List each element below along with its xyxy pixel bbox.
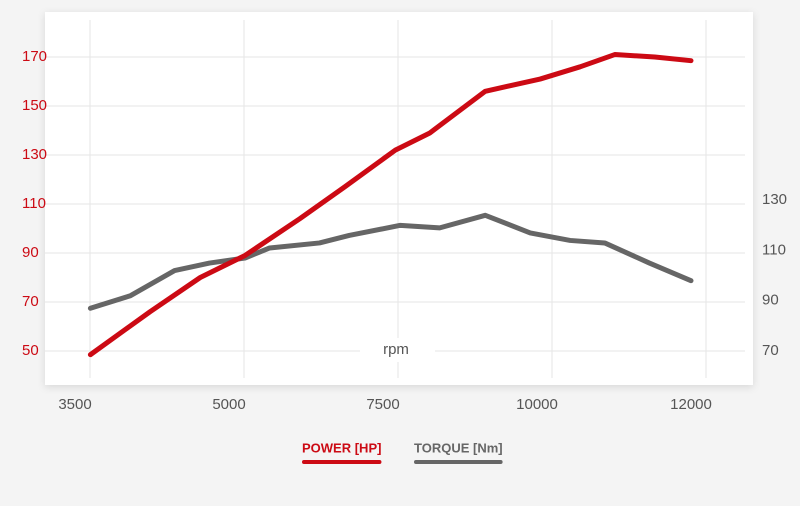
x-tick-label: 7500 — [366, 396, 399, 413]
series-line — [87, 52, 694, 358]
legend-swatch — [302, 460, 382, 464]
y2-tick-label: 70 — [762, 342, 779, 359]
y-tick-label: 110 — [22, 195, 46, 212]
y-tick-label: 170 — [22, 48, 47, 65]
y-tick-label: 50 — [22, 342, 39, 359]
y2-tick-label: 90 — [762, 292, 779, 309]
x-tick-label: 3500 — [58, 396, 91, 413]
x-label-bg — [360, 338, 435, 362]
y2-tick-label: 130 — [762, 191, 787, 208]
x-tick-label: 12000 — [670, 396, 712, 413]
x-axis-label: rpm — [383, 341, 409, 358]
y-tick-label: 150 — [22, 97, 47, 114]
series-line — [87, 212, 694, 311]
legend-label: POWER [HP] — [302, 440, 381, 455]
y-tick-label: 90 — [22, 244, 39, 261]
x-tick-label: 5000 — [212, 396, 245, 413]
y-tick-label: 70 — [22, 293, 39, 310]
legend-swatch — [414, 460, 503, 464]
x-tick-label: 10000 — [516, 396, 558, 413]
plot-card — [45, 12, 753, 385]
y-tick-label: 130 — [22, 146, 47, 163]
y2-tick-label: 110 — [762, 241, 786, 258]
legend-label: TORQUE [Nm] — [414, 440, 503, 455]
